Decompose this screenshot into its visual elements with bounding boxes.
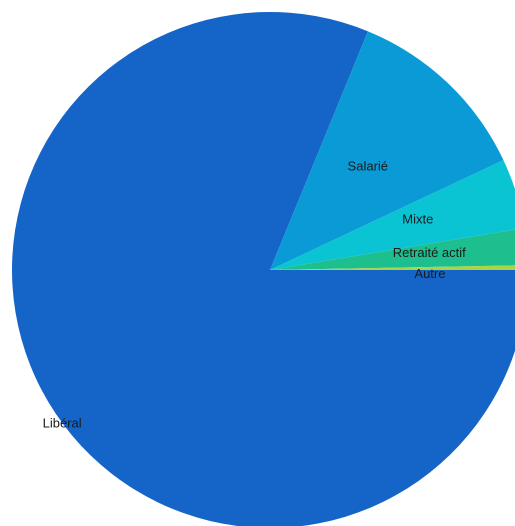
pie-slice-liberal bbox=[12, 12, 515, 526]
pie-labels: Libéral Salarié Mixte Retraité actif Autre bbox=[43, 159, 467, 431]
pie-label-retraite-actif: Retraité actif bbox=[393, 245, 466, 260]
pie-label-liberal: Libéral bbox=[43, 415, 82, 430]
pie-label-mixte: Mixte bbox=[402, 211, 433, 226]
pie-label-salarie: Salarié bbox=[348, 159, 388, 174]
pie-slice-autre bbox=[270, 265, 515, 270]
pie-label-autre: Autre bbox=[414, 266, 445, 281]
pie-slice-salarie bbox=[270, 31, 504, 271]
pie-slices bbox=[12, 12, 515, 526]
pie-slice-mixte bbox=[270, 160, 515, 270]
pie-slice-retraite-actif bbox=[270, 229, 515, 270]
